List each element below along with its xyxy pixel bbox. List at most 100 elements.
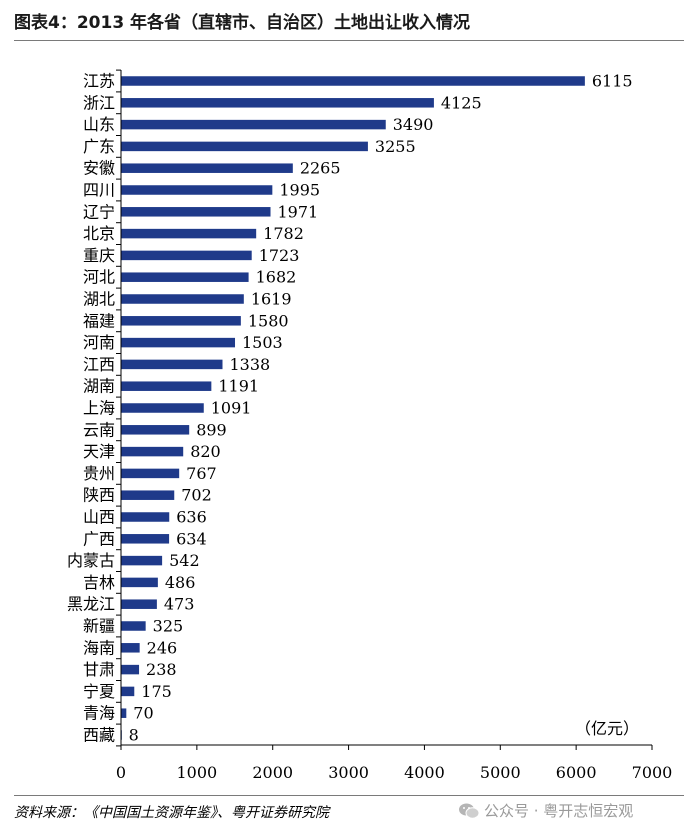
category-label: 天津 xyxy=(83,442,115,461)
title-divider xyxy=(14,40,684,41)
bar-新疆 xyxy=(121,621,146,631)
category-label: 河北 xyxy=(83,268,115,287)
category-label: 青海 xyxy=(83,704,115,723)
bar-河南 xyxy=(121,337,236,348)
category-label: 广东 xyxy=(83,137,115,156)
value-label: 486 xyxy=(165,573,196,592)
bar-陕西 xyxy=(121,490,175,500)
bar-甘肃 xyxy=(121,664,140,675)
bar-江西 xyxy=(121,359,223,370)
category-label: 湖北 xyxy=(83,290,115,309)
category-label: 山东 xyxy=(83,115,115,134)
value-label: 1995 xyxy=(279,181,320,200)
category-label: 吉林 xyxy=(83,573,115,592)
category-label: 浙江 xyxy=(83,93,115,112)
bar-北京 xyxy=(121,228,257,239)
value-label: 1782 xyxy=(263,224,304,243)
value-label: 2265 xyxy=(300,159,341,178)
value-label: 8 xyxy=(129,726,139,745)
value-label: 473 xyxy=(164,595,195,614)
x-tick-label: 4000 xyxy=(404,763,445,782)
category-label: 内蒙古 xyxy=(67,551,115,570)
category-label: 北京 xyxy=(83,224,115,243)
value-label: 175 xyxy=(141,682,172,701)
category-label: 河南 xyxy=(83,333,115,352)
bar-黑龙江 xyxy=(121,599,157,609)
bar-江苏 xyxy=(121,76,585,86)
axes-group: 0 1000 2000 3000 4000 5000 6000 7000 xyxy=(116,69,673,782)
category-label: 西藏 xyxy=(83,726,115,745)
value-label: 767 xyxy=(186,464,217,483)
value-label: 6115 xyxy=(592,72,633,91)
category-label: 云南 xyxy=(83,420,115,439)
category-label: 海南 xyxy=(83,638,115,657)
bar-湖南 xyxy=(121,381,212,391)
x-tick-label: 0 xyxy=(116,763,126,782)
value-label: 325 xyxy=(153,617,184,636)
value-label: 70 xyxy=(133,704,153,723)
value-label: 246 xyxy=(147,638,178,657)
bars-group: 江苏 6115 浙江 4125 山东 3490 广东 3255 安徽 2265 四川 1995 辽宁 19… xyxy=(67,72,633,745)
bar-天津 xyxy=(121,446,184,457)
value-label: 4125 xyxy=(441,93,482,112)
value-label: 3255 xyxy=(375,137,416,156)
category-label: 新疆 xyxy=(83,617,115,636)
unit-label: （亿元） xyxy=(575,719,639,738)
category-label: 江西 xyxy=(83,355,115,374)
x-tick-label: 1000 xyxy=(176,763,217,782)
bar-云南 xyxy=(121,425,190,435)
bar-湖北 xyxy=(121,294,244,304)
value-label: 636 xyxy=(176,508,207,527)
value-label: 1503 xyxy=(242,333,283,352)
value-label: 702 xyxy=(181,486,212,505)
value-label: 1580 xyxy=(248,311,289,330)
value-label: 1723 xyxy=(259,246,300,265)
footer-divider xyxy=(14,795,684,796)
category-label: 重庆 xyxy=(83,246,115,265)
bar-安徽 xyxy=(121,163,293,173)
x-tick-label: 3000 xyxy=(328,763,369,782)
value-label: 1971 xyxy=(278,202,319,221)
chart-title: 图表4：2013 年各省（直辖市、自治区）土地出让收入情况 xyxy=(14,13,471,33)
value-label: 634 xyxy=(176,529,207,548)
bar-宁夏 xyxy=(121,686,135,697)
bar-青海 xyxy=(121,708,127,718)
value-label: 1191 xyxy=(218,377,259,396)
bar-贵州 xyxy=(121,468,180,479)
category-label: 宁夏 xyxy=(83,682,115,701)
bar-山东 xyxy=(121,119,386,130)
value-label: 1682 xyxy=(256,268,297,287)
bar-福建 xyxy=(121,316,241,326)
category-label: 安徽 xyxy=(83,159,115,178)
category-label: 辽宁 xyxy=(83,202,115,221)
category-label: 黑龙江 xyxy=(67,595,115,614)
bar-浙江 xyxy=(121,98,434,108)
category-label: 山西 xyxy=(83,508,115,527)
bar-吉林 xyxy=(121,577,158,588)
bar-海南 xyxy=(121,643,140,653)
bar-山西 xyxy=(121,512,170,522)
bar-chart: 江苏 6115 浙江 4125 山东 3490 广东 3255 安徽 2265 四川 1995 辽宁 19… xyxy=(67,69,673,782)
value-label: 1338 xyxy=(229,355,270,374)
bar-四川 xyxy=(121,185,273,195)
category-label: 上海 xyxy=(83,399,115,418)
category-label: 甘肃 xyxy=(83,660,115,679)
wechat-icon xyxy=(459,803,480,819)
value-label: 1091 xyxy=(211,399,252,418)
bar-上海 xyxy=(121,403,204,413)
watermark: 公众号 · 粤开志恒宏观 xyxy=(458,800,633,821)
bar-广东 xyxy=(121,141,368,152)
category-label: 江苏 xyxy=(83,72,115,91)
value-label: 3490 xyxy=(393,115,434,134)
bar-重庆 xyxy=(121,250,252,261)
category-label: 湖南 xyxy=(83,377,115,396)
category-label: 四川 xyxy=(83,181,115,200)
x-tick-label: 2000 xyxy=(252,763,293,782)
bar-内蒙古 xyxy=(121,555,163,566)
x-tick-label: 7000 xyxy=(632,763,673,782)
value-label: 899 xyxy=(196,420,227,439)
category-label: 广西 xyxy=(83,529,115,548)
category-label: 陕西 xyxy=(83,486,115,505)
x-tick-label: 5000 xyxy=(480,763,521,782)
bar-辽宁 xyxy=(121,207,271,217)
